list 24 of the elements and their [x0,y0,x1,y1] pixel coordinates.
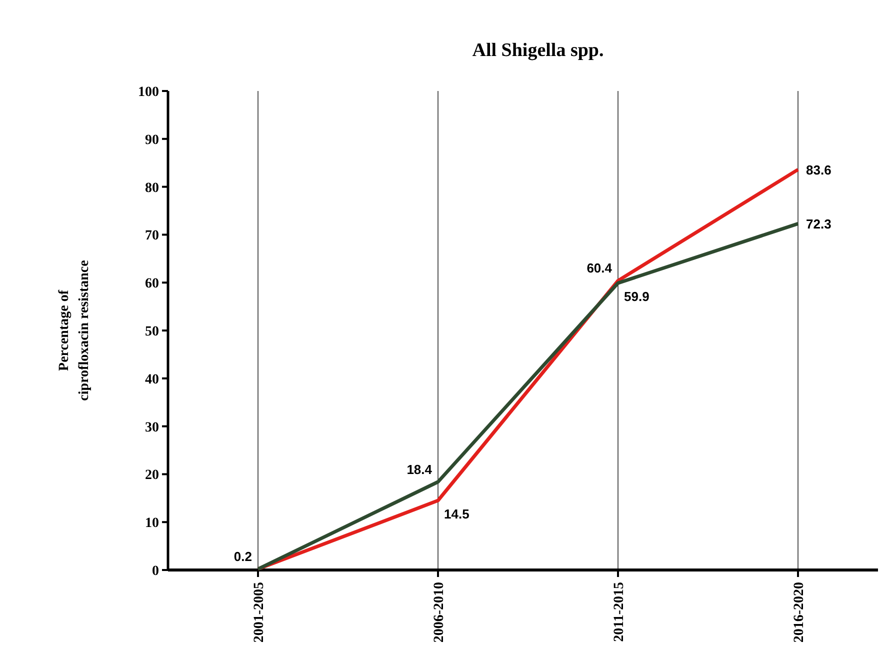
y-tick-label: 0 [152,564,159,579]
y-tick-label: 80 [145,180,159,196]
y-tick-label: 60 [145,276,159,292]
y-tick-label: 30 [145,420,159,436]
x-tick-label: 2011-2015 [612,582,627,642]
data-label: 59.9 [624,289,650,304]
y-tick-label: 20 [145,468,159,484]
x-tick-label: 2006-2010 [432,582,447,643]
y-tick-label: 90 [145,132,159,148]
y-tick-label: 10 [145,516,159,532]
data-label: 60.4 [586,260,613,276]
data-label: 83.6 [806,162,832,178]
y-tick-label: 100 [138,85,159,100]
x-tick-label: 2016-2020 [792,582,807,643]
data-label: 14.5 [444,506,470,522]
x-tick-label: 2001-2005 [252,582,267,643]
data-label: 18.4 [406,462,433,477]
y-tick-label: 50 [145,324,159,340]
y-axis-title: Percentage of ciprofloxacin resistance [57,260,92,401]
data-label: 0.2 [234,549,252,564]
data-label: 72.3 [806,216,832,232]
y-tick-label: 40 [145,372,159,388]
chart-title: All Shigella spp. [472,40,604,61]
y-tick-label: 70 [145,228,159,244]
